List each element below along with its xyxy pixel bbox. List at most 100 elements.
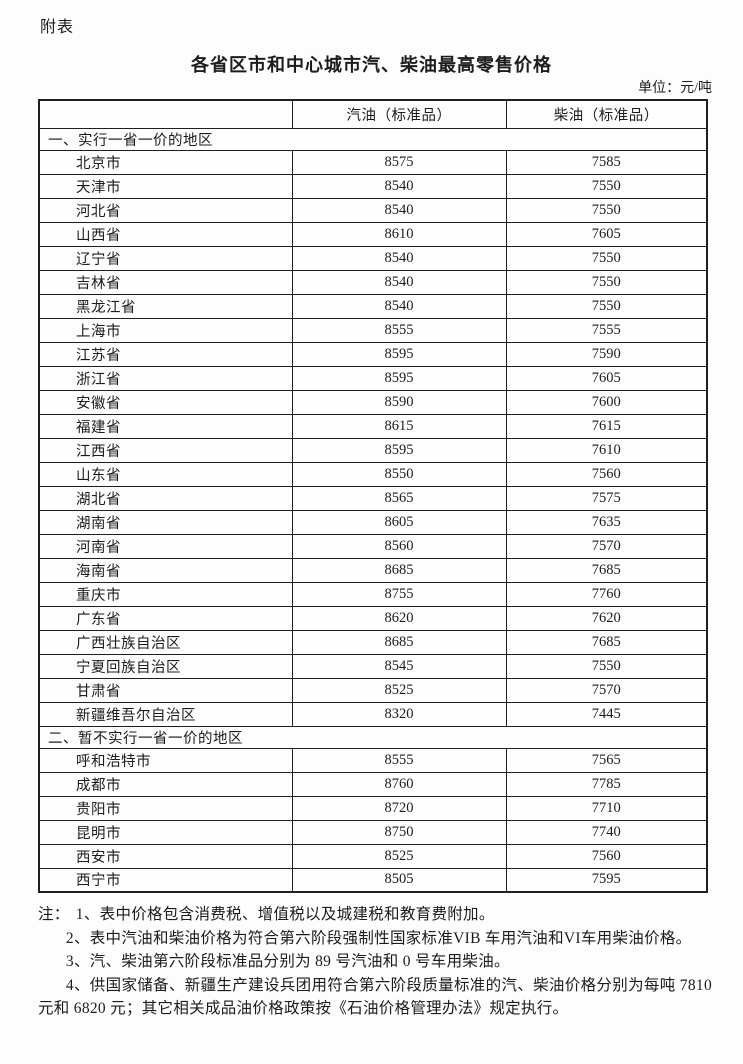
region-cell: 黑龙江省 bbox=[38, 293, 293, 319]
region-cell: 呼和浩特市 bbox=[38, 747, 293, 773]
page-title: 各省区市和中心城市汽、柴油最高零售价格 bbox=[191, 55, 552, 75]
region-cell: 浙江省 bbox=[38, 365, 293, 391]
gasoline-price-cell: 8565 bbox=[291, 485, 507, 511]
diesel-price-cell: 7605 bbox=[505, 365, 708, 391]
section-header-label: 二、暂不实行一省一价的地区 bbox=[38, 725, 708, 749]
price-table: 汽油（标准品） 柴油（标准品） 一、实行一省一价的地区 北京市 8575 7585 天津… bbox=[38, 99, 708, 893]
region-cell: 山西省 bbox=[38, 221, 293, 247]
gasoline-price-cell: 8750 bbox=[291, 819, 507, 845]
diesel-price-cell: 7685 bbox=[505, 557, 708, 583]
gasoline-price-cell: 8575 bbox=[291, 149, 507, 175]
diesel-price-cell: 7550 bbox=[505, 653, 708, 679]
notes-block: 注： 1、表中价格包含消费税、增值税以及城建税和教育费附加。 2、表中汽油和柴油价格… bbox=[38, 903, 712, 1021]
table-row: 湖北省 8565 7575 bbox=[38, 485, 708, 511]
region-cell: 广东省 bbox=[38, 605, 293, 631]
diesel-price-cell: 7550 bbox=[505, 197, 708, 223]
table-row: 甘肃省 8525 7570 bbox=[38, 677, 708, 703]
unit-label: 单位：元/吨 bbox=[638, 81, 712, 96]
table-row: 新疆维吾尔自治区 8320 7445 bbox=[38, 701, 708, 727]
section-header-row: 一、实行一省一价的地区 bbox=[38, 127, 708, 151]
region-cell: 新疆维吾尔自治区 bbox=[38, 701, 293, 727]
diesel-price-cell: 7740 bbox=[505, 819, 708, 845]
table-row: 吉林省 8540 7550 bbox=[38, 269, 708, 295]
note-label: 注： bbox=[38, 906, 70, 923]
diesel-price-cell: 7445 bbox=[505, 701, 708, 727]
diesel-price-cell: 7685 bbox=[505, 629, 708, 655]
diesel-price-cell: 7600 bbox=[505, 389, 708, 415]
gasoline-price-cell: 8525 bbox=[291, 677, 507, 703]
diesel-price-cell: 7595 bbox=[505, 867, 708, 893]
gasoline-price-cell: 8555 bbox=[291, 747, 507, 773]
gasoline-price-cell: 8685 bbox=[291, 557, 507, 583]
note-item: 3、汽、柴油第六阶段标准品分别为 89 号汽油和 0 号车用柴油。 bbox=[65, 953, 510, 970]
region-cell: 河北省 bbox=[38, 197, 293, 223]
diesel-price-cell: 7760 bbox=[505, 581, 708, 607]
table-row: 重庆市 8755 7760 bbox=[38, 581, 708, 607]
diesel-price-cell: 7635 bbox=[505, 509, 708, 535]
region-cell: 湖南省 bbox=[38, 509, 293, 535]
table-row: 江西省 8595 7610 bbox=[38, 437, 708, 463]
column-header-gasoline: 汽油（标准品） bbox=[291, 99, 507, 129]
gasoline-price-cell: 8615 bbox=[291, 413, 507, 439]
gasoline-price-cell: 8755 bbox=[291, 581, 507, 607]
region-cell: 成都市 bbox=[38, 771, 293, 797]
diesel-price-cell: 7550 bbox=[505, 245, 708, 271]
table-row: 黑龙江省 8540 7550 bbox=[38, 293, 708, 319]
diesel-price-cell: 7785 bbox=[505, 771, 708, 797]
region-cell: 北京市 bbox=[38, 149, 293, 175]
diesel-price-cell: 7550 bbox=[505, 293, 708, 319]
table-row: 广西壮族自治区 8685 7685 bbox=[38, 629, 708, 655]
gasoline-price-cell: 8620 bbox=[291, 605, 507, 631]
region-cell: 安徽省 bbox=[38, 389, 293, 415]
diesel-price-cell: 7620 bbox=[505, 605, 708, 631]
column-header-diesel: 柴油（标准品） bbox=[505, 99, 708, 129]
region-cell: 湖北省 bbox=[38, 485, 293, 511]
diesel-price-cell: 7560 bbox=[505, 843, 708, 869]
region-cell: 宁夏回族自治区 bbox=[38, 653, 293, 679]
table-row: 山东省 8550 7560 bbox=[38, 461, 708, 487]
table-row: 河北省 8540 7550 bbox=[38, 197, 708, 223]
table-row: 昆明市 8750 7740 bbox=[38, 819, 708, 845]
gasoline-price-cell: 8595 bbox=[291, 437, 507, 463]
section-header-label: 一、实行一省一价的地区 bbox=[38, 127, 708, 151]
gasoline-price-cell: 8595 bbox=[291, 341, 507, 367]
diesel-price-cell: 7605 bbox=[505, 221, 708, 247]
table-row: 江苏省 8595 7590 bbox=[38, 341, 708, 367]
region-cell: 海南省 bbox=[38, 557, 293, 583]
region-cell: 广西壮族自治区 bbox=[38, 629, 293, 655]
table-row: 广东省 8620 7620 bbox=[38, 605, 708, 631]
table-row: 湖南省 8605 7635 bbox=[38, 509, 708, 535]
gasoline-price-cell: 8550 bbox=[291, 461, 507, 487]
gasoline-price-cell: 8685 bbox=[291, 629, 507, 655]
gasoline-price-cell: 8540 bbox=[291, 197, 507, 223]
gasoline-price-cell: 8540 bbox=[291, 293, 507, 319]
note-item: 2、表中汽油和柴油价格为符合第六阶段强制性国家标准VIB 车用汽油和VI车用柴油… bbox=[65, 929, 692, 947]
appendix-label: 附表 bbox=[40, 19, 75, 36]
diesel-price-cell: 7560 bbox=[505, 461, 708, 487]
gasoline-price-cell: 8555 bbox=[291, 317, 507, 343]
gasoline-price-cell: 8595 bbox=[291, 365, 507, 391]
region-cell: 上海市 bbox=[38, 317, 293, 343]
table-row: 北京市 8575 7585 bbox=[38, 149, 708, 175]
gasoline-price-cell: 8720 bbox=[291, 795, 507, 821]
gasoline-price-cell: 8560 bbox=[291, 533, 507, 559]
gasoline-price-cell: 8590 bbox=[291, 389, 507, 415]
table-row: 辽宁省 8540 7550 bbox=[38, 245, 708, 271]
diesel-price-cell: 7550 bbox=[505, 173, 708, 199]
note-item: 注： 1、表中价格包含消费税、增值税以及城建税和教育费附加。 bbox=[38, 903, 712, 927]
table-header-row: 汽油（标准品） 柴油（标准品） bbox=[38, 99, 708, 129]
note-item: 4、供国家储备、新疆生产建设兵团用符合第六阶段质量标准的汽、柴油价格分别为每吨 … bbox=[38, 976, 712, 1018]
region-cell: 重庆市 bbox=[38, 581, 293, 607]
table-row: 天津市 8540 7550 bbox=[38, 173, 708, 199]
gasoline-price-cell: 8540 bbox=[291, 269, 507, 295]
diesel-price-cell: 7610 bbox=[505, 437, 708, 463]
table-row: 西安市 8525 7560 bbox=[38, 843, 708, 869]
region-cell: 山东省 bbox=[38, 461, 293, 487]
diesel-price-cell: 7550 bbox=[505, 269, 708, 295]
table-row: 宁夏回族自治区 8545 7550 bbox=[38, 653, 708, 679]
price-table-body: 一、实行一省一价的地区 北京市 8575 7585 天津市 8540 7550 河北省 8540… bbox=[38, 127, 708, 893]
region-cell: 福建省 bbox=[38, 413, 293, 439]
table-row: 贵阳市 8720 7710 bbox=[38, 795, 708, 821]
gasoline-price-cell: 8540 bbox=[291, 173, 507, 199]
